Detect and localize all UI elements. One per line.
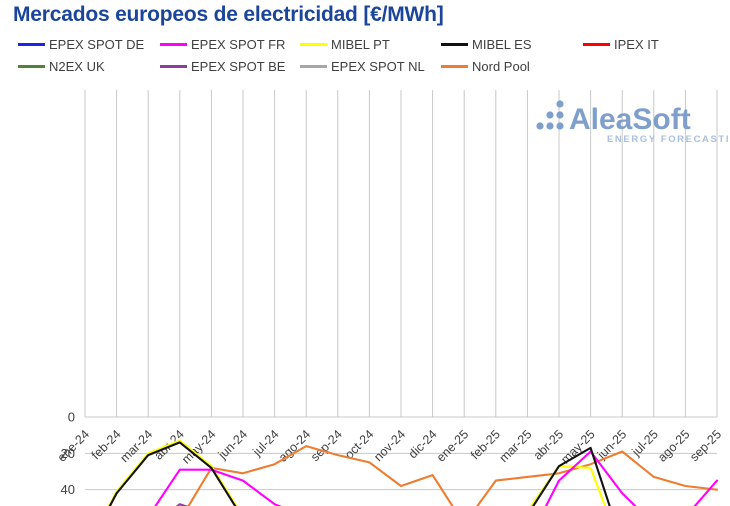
series-line-nord-pool	[187, 445, 719, 506]
legend-item-ipex-it: IPEX IT	[583, 36, 659, 52]
legend-item-nord-pool: Nord Pool	[441, 58, 530, 74]
legend-item-epex-spot-fr: EPEX SPOT FR	[160, 36, 285, 52]
series-line-epex-spot-fr	[154, 450, 719, 506]
legend-item-n2ex-uk: N2EX UK	[18, 58, 105, 74]
x-axis-tick-label: sep-25	[687, 427, 724, 464]
legend-swatch-icon	[18, 42, 45, 46]
aleasoft-logo-dots-icon	[556, 122, 564, 130]
legend-item-mibel-pt: MIBEL PT	[300, 36, 390, 52]
legend-swatch-icon	[300, 64, 327, 68]
legend-label: N2EX UK	[49, 58, 105, 74]
x-axis-tick-label: nov-24	[371, 427, 408, 464]
x-axis-tick-label: mar-24	[117, 427, 155, 465]
legend-item-epex-spot-be: EPEX SPOT BE	[160, 58, 285, 74]
legend-label: EPEX SPOT BE	[191, 58, 286, 74]
aleasoft-logo-dots-icon	[556, 100, 564, 108]
legend-item-epex-spot-de: EPEX SPOT DE	[18, 36, 144, 52]
aleasoft-logo-dots-icon	[556, 111, 564, 119]
x-axis-tick-label: mar-25	[497, 427, 535, 465]
legend-swatch-icon	[583, 42, 610, 46]
x-axis-tick-label: jun-24	[215, 427, 250, 462]
x-axis-tick-label: sep-24	[308, 427, 345, 464]
chart-title: Mercados europeos de electricidad [€/MWh…	[13, 3, 444, 26]
x-axis-tick-label: jun-25	[594, 427, 629, 462]
legend-swatch-icon	[441, 42, 468, 46]
series-line-mibel-es	[108, 441, 611, 506]
legend-label: EPEX SPOT DE	[49, 36, 145, 52]
aleasoft-logo-dots-icon	[546, 111, 554, 119]
legend-label: MIBEL ES	[472, 36, 532, 52]
legend-swatch-icon	[160, 42, 187, 46]
aleasoft-logo-dots-icon	[536, 122, 544, 130]
watermark-subtitle: ENERGY FORECASTING	[607, 134, 730, 145]
legend-item-epex-spot-nl: EPEX SPOT NL	[300, 58, 425, 74]
series-line-mibel-pt	[107, 439, 607, 506]
legend-swatch-icon	[441, 64, 468, 68]
legend-swatch-icon	[18, 64, 45, 68]
legend-item-mibel-es: MIBEL ES	[441, 36, 531, 52]
chart-legend: EPEX SPOT DE EPEX SPOT FR MIBEL PT MIBEL ES…	[0, 36, 730, 80]
watermark-brand: AleaSoft	[569, 103, 691, 136]
aleasoft-logo-dots-icon	[546, 122, 554, 130]
y-axis-tick-label: 20	[61, 446, 75, 461]
legend-label: MIBEL PT	[331, 36, 390, 52]
x-axis-tick-label: ene-25	[434, 427, 471, 464]
legend-swatch-icon	[300, 42, 327, 46]
legend-label: IPEX IT	[614, 36, 659, 52]
legend-swatch-icon	[160, 64, 187, 68]
y-axis-tick-label: 0	[68, 410, 75, 425]
x-axis-tick-label: ago-25	[655, 427, 692, 464]
x-axis-tick-label: may-25	[558, 427, 597, 466]
y-axis-tick-label: 40	[61, 482, 75, 497]
legend-label: Nord Pool	[472, 58, 530, 74]
legend-label: EPEX SPOT FR	[191, 36, 286, 52]
legend-label: EPEX SPOT NL	[331, 58, 425, 74]
